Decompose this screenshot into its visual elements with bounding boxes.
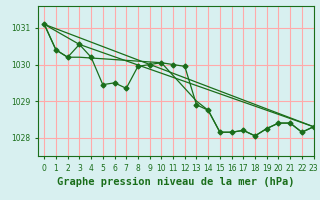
X-axis label: Graphe pression niveau de la mer (hPa): Graphe pression niveau de la mer (hPa) bbox=[57, 177, 295, 187]
